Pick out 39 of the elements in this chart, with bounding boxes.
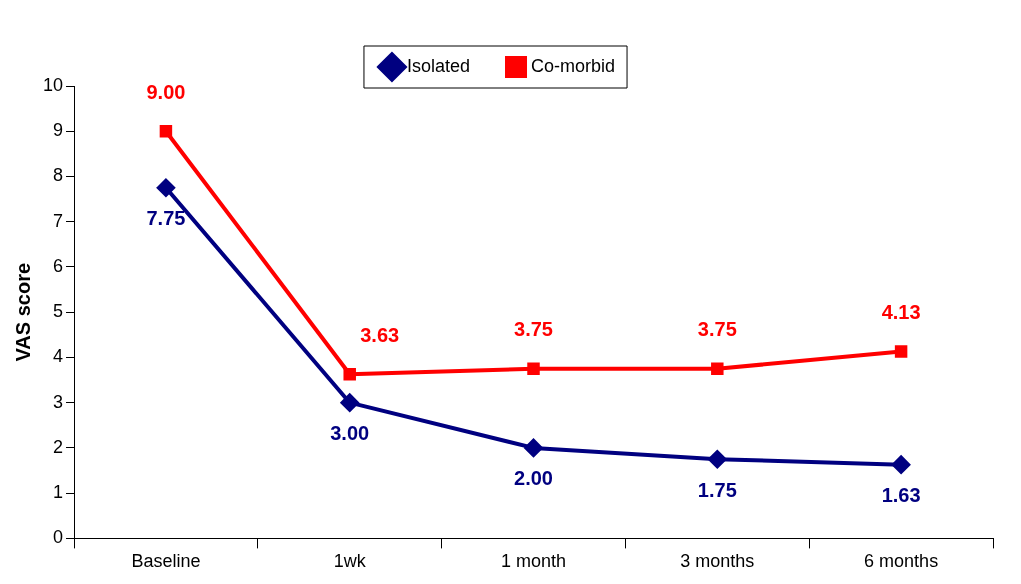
point (343, 367, 356, 381)
data-label: 3.75 (514, 318, 553, 341)
legend-label: Co-morbid (531, 55, 616, 76)
y-tick-label: 6 (53, 255, 64, 276)
x-tick-label: 1 month (500, 551, 567, 572)
point (156, 178, 175, 197)
data-label: 3.63 (360, 323, 400, 346)
data-label: 3.75 (697, 318, 737, 341)
y-tick-label: 5 (53, 301, 64, 322)
y-tick-label: 9 (53, 120, 64, 141)
x-tick-label: 1wk (333, 551, 367, 572)
y-tick-label: 3 (53, 391, 64, 412)
y-tick-label: 7 (53, 210, 64, 231)
y-tick-label: 4 (53, 346, 64, 367)
y-tick-label: 2 (53, 436, 64, 457)
y-axis-title: VAS score (11, 262, 34, 362)
x-tick-label: 6 months (864, 551, 939, 572)
point (159, 125, 173, 138)
point (524, 438, 543, 457)
data-label: 9.00 (146, 80, 186, 103)
y-tick-label: 10 (42, 74, 64, 95)
x-tick-label: Baseline (131, 551, 201, 572)
point (708, 450, 727, 469)
point (527, 362, 540, 375)
point (894, 345, 908, 358)
data-label: 2.00 (514, 467, 553, 490)
y-tick-label: 8 (53, 165, 64, 186)
y-tick-label: 0 (53, 527, 64, 548)
point (711, 362, 724, 375)
data-label: 4.13 (881, 301, 921, 324)
point (340, 393, 359, 412)
point (892, 455, 911, 474)
legend-label: Isolated (406, 55, 471, 76)
x-tick-label: 3 months (680, 551, 755, 572)
data-label: 7.75 (146, 207, 186, 230)
y-tick-label: 1 (53, 482, 64, 503)
data-label: 3.00 (330, 422, 370, 445)
data-label: 1.75 (697, 478, 737, 501)
data-label: 1.63 (881, 484, 921, 507)
